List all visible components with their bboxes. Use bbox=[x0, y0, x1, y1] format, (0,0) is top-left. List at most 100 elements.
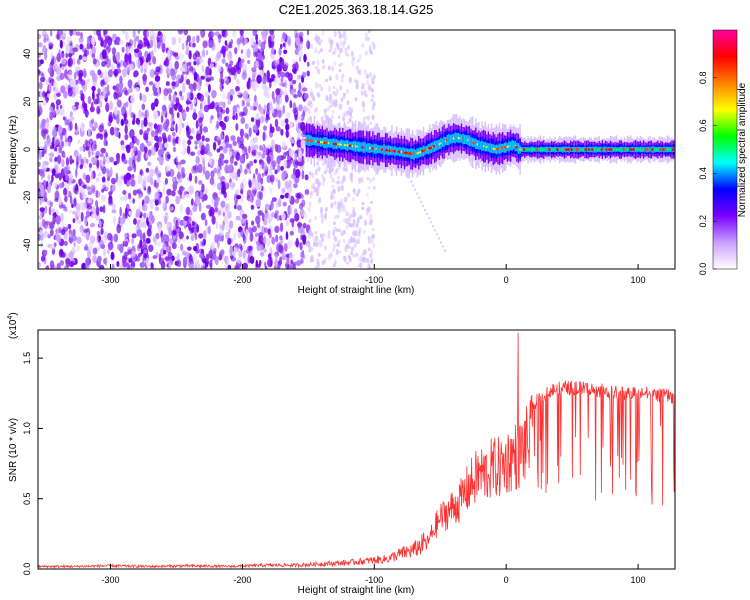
noise-blob bbox=[135, 208, 141, 218]
noise-blob bbox=[257, 210, 263, 216]
noise-blob bbox=[118, 88, 124, 95]
noise-blob bbox=[225, 107, 230, 115]
ridge-peak bbox=[651, 148, 654, 151]
noise-blob bbox=[348, 106, 352, 111]
noise-blob bbox=[142, 259, 145, 268]
noise-blob bbox=[53, 137, 60, 146]
ridge-band bbox=[426, 145, 428, 154]
noise-blob bbox=[208, 208, 213, 217]
noise-blob bbox=[358, 54, 362, 61]
ridge-core bbox=[346, 144, 349, 147]
noise-blob bbox=[200, 75, 205, 80]
noise-blob bbox=[161, 132, 167, 139]
noise-blob bbox=[326, 106, 330, 112]
noise-blob bbox=[218, 254, 223, 261]
noise-blob bbox=[245, 152, 249, 160]
heatmap-y-axis-label: Frequency (Hz) bbox=[8, 116, 19, 185]
noise-blob bbox=[147, 161, 152, 166]
noise-blob bbox=[356, 216, 360, 224]
noise-blob bbox=[244, 168, 248, 175]
noise-blob bbox=[343, 196, 347, 203]
ridge-core bbox=[476, 143, 478, 146]
noise-blob bbox=[297, 222, 303, 227]
noise-blob bbox=[218, 37, 221, 44]
ridge-band bbox=[342, 140, 344, 150]
noise-blob bbox=[310, 247, 314, 252]
noise-blob bbox=[73, 149, 79, 158]
noise-blob bbox=[370, 237, 374, 245]
noise-blob bbox=[39, 207, 46, 213]
noise-blob bbox=[205, 137, 210, 142]
noise-blob bbox=[193, 71, 198, 81]
noise-blob bbox=[225, 62, 229, 67]
noise-blob bbox=[109, 126, 115, 136]
noise-blob bbox=[258, 235, 264, 244]
noise-blob bbox=[337, 30, 341, 35]
noise-blob bbox=[170, 190, 176, 197]
noise-blob bbox=[280, 194, 285, 199]
noise-blob bbox=[214, 234, 219, 244]
noise-blob bbox=[69, 78, 75, 88]
noise-blob bbox=[148, 81, 154, 86]
ridge-band bbox=[443, 136, 445, 147]
noise-blob bbox=[140, 55, 145, 64]
noise-blob bbox=[269, 174, 275, 183]
noise-blob bbox=[176, 252, 180, 261]
noise-blob bbox=[88, 241, 94, 251]
noise-blob bbox=[250, 179, 256, 190]
noise-blob bbox=[191, 220, 195, 227]
noise-blob bbox=[93, 121, 98, 129]
noise-blob bbox=[162, 199, 165, 208]
noise-blob bbox=[114, 72, 118, 78]
streak-dot bbox=[427, 216, 431, 220]
noise-blob bbox=[306, 40, 311, 50]
noise-blob bbox=[358, 177, 362, 184]
noise-blob bbox=[90, 184, 96, 192]
noise-blob bbox=[235, 85, 240, 92]
noise-blob bbox=[63, 142, 69, 147]
noise-blob bbox=[97, 88, 101, 94]
noise-blob bbox=[186, 62, 192, 67]
ridge-core bbox=[400, 150, 403, 153]
noise-blob bbox=[260, 31, 264, 37]
noise-blob bbox=[216, 111, 220, 118]
noise-blob bbox=[186, 127, 192, 136]
noise-blob bbox=[42, 129, 48, 134]
noise-blob bbox=[164, 118, 170, 127]
noise-blob bbox=[125, 203, 130, 210]
noise-blob bbox=[303, 92, 309, 100]
y-tick-label: 20 bbox=[22, 97, 32, 107]
noise-blob bbox=[343, 255, 347, 263]
noise-blob bbox=[172, 131, 176, 137]
ridge-peak bbox=[445, 138, 448, 142]
noise-blob bbox=[336, 214, 340, 219]
noise-blob bbox=[285, 111, 291, 119]
ridge-core bbox=[655, 148, 657, 151]
noise-blob bbox=[265, 266, 268, 269]
noise-blob bbox=[38, 33, 42, 40]
noise-blob bbox=[216, 135, 221, 141]
noise-blob bbox=[330, 202, 334, 209]
snr-y-axis-label: SNR (10 * v/v) bbox=[8, 418, 19, 482]
noise-blob bbox=[262, 83, 268, 90]
noise-blob bbox=[130, 178, 136, 187]
noise-blob bbox=[124, 89, 129, 96]
noise-blob bbox=[303, 56, 307, 62]
noise-blob bbox=[80, 32, 83, 39]
noise-blob bbox=[95, 236, 99, 244]
ridge-band bbox=[376, 144, 379, 154]
ridge-core bbox=[581, 148, 583, 151]
noise-blob bbox=[284, 181, 290, 190]
noise-blob bbox=[164, 216, 168, 225]
noise-blob bbox=[137, 174, 143, 185]
noise-blob bbox=[204, 188, 209, 194]
noise-blob bbox=[335, 74, 339, 81]
noise-blob bbox=[348, 76, 352, 84]
noise-blob bbox=[119, 39, 124, 45]
noise-blob bbox=[53, 80, 58, 88]
noise-blob bbox=[132, 120, 135, 125]
noise-blob bbox=[171, 36, 177, 46]
noise-blob bbox=[298, 115, 303, 120]
noise-blob bbox=[320, 173, 324, 179]
ridge-band bbox=[448, 134, 450, 146]
